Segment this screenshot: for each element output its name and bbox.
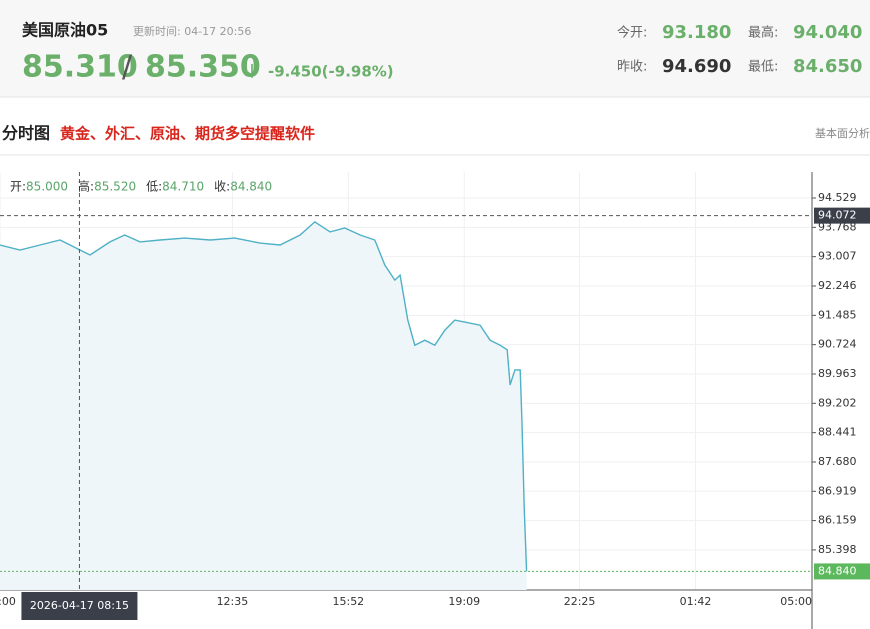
stat-value: 94.690 [662,56,731,77]
info-label: 低: [146,180,162,194]
x-tick-label: 01:42 [680,595,712,608]
y-tick-label: 89.963 [818,367,857,380]
y-tick-label: 90.724 [818,338,857,351]
y-tick-label: 89.202 [818,396,857,409]
stat-value: 94.040 [793,22,862,43]
last-label: 84.840 [818,564,857,577]
info-label: 高: [78,179,94,194]
instrument-title: 美国原油05 [22,21,108,40]
stat-value: 93.180 [662,22,731,43]
down-arrow [247,64,257,79]
stat-label: 今开: [617,25,647,41]
y-tick-label: 94.529 [818,191,857,204]
x-tick-label: 22:25 [564,595,596,608]
info-label: 开: [10,180,26,194]
update-time: 更新时间: 04-17 20:56 [133,24,251,38]
y-tick-label: 91.485 [818,308,857,321]
y-tick-label: 86.919 [818,484,857,497]
ask-price: 85.350 [145,50,261,85]
promo-link[interactable]: 黄金、外汇、原油、期货多空提醒软件 [60,125,315,143]
high-label: 94.072 [818,209,857,222]
last-label-bg [814,563,870,580]
stat-value: 84.650 [793,56,862,77]
chart: 94.52993.76893.00792.24691.48590.72489.9… [0,172,870,629]
x-tick-label: 15:52 [332,595,364,608]
high-label-bg [814,207,870,224]
fundamentals-link[interactable]: 基本面分析 [815,126,870,140]
x-tick-label: 12:35 [217,595,249,608]
y-tick-label: 85.398 [818,543,857,556]
y-tick-label: 86.159 [818,514,857,527]
stat-label: 最低: [748,60,778,75]
x-tick-label: 19:09 [448,595,480,608]
section-title: 分时图 [2,124,50,143]
info-value: 84.840 [230,180,272,194]
y-tick-label: 92.246 [818,279,857,292]
x-tick-label: 05:00 [780,595,812,608]
crosshair-label: 2026-04-17 08:15 [30,599,129,612]
info-value: 85.520 [94,180,136,194]
crosshair-label-bg [21,592,138,620]
bid-price: 85.310 [22,50,138,85]
price-line [0,221,528,572]
info-value: 84.710 [162,180,204,194]
price-separator: / [122,50,133,85]
x-tick-label: 06:00 [0,595,16,608]
header-bg [0,0,870,97]
y-tick-label: 87.680 [818,455,857,468]
info-label: 收: [214,180,230,194]
stat-label: 最高: [748,25,778,41]
stat-label: 昨收: [617,60,647,75]
y-tick-label: 88.441 [818,426,857,439]
price-area [0,221,527,590]
price-change: -9.450(-9.98%) [268,63,394,81]
info-value: 85.000 [26,180,68,194]
y-tick-label: 93.007 [818,250,857,263]
